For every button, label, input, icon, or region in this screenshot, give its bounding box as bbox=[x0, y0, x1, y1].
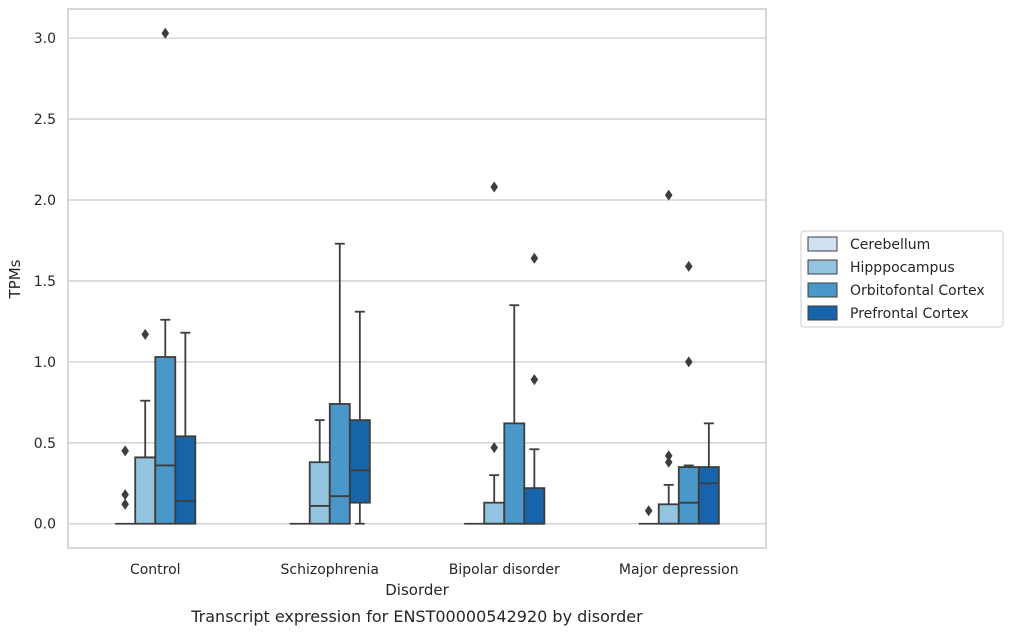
box bbox=[697, 422, 720, 525]
box-iqr bbox=[328, 403, 351, 525]
outlier-point bbox=[664, 189, 673, 201]
y-tick-label: 2.5 bbox=[34, 112, 56, 128]
outlier-point bbox=[644, 505, 653, 517]
y-axis-ticks: 0.0 0.5 1.0 1.5 2.0 2.5 3.0 bbox=[34, 31, 56, 533]
box-iqr bbox=[523, 487, 546, 525]
plot-frame bbox=[67, 8, 767, 549]
legend-label: Prefrontal Cortex bbox=[850, 306, 969, 322]
box-iqr bbox=[308, 461, 331, 525]
x-tick-label: Schizophrenia bbox=[281, 562, 379, 578]
y-tick-label: 2.0 bbox=[34, 193, 56, 209]
outlier-point bbox=[530, 374, 539, 386]
outlier-point bbox=[121, 498, 129, 510]
box-iqr bbox=[154, 356, 177, 525]
outlier-point bbox=[530, 252, 539, 264]
outlier-point bbox=[490, 442, 499, 454]
box-iqr bbox=[697, 466, 720, 525]
legend-swatch bbox=[807, 305, 838, 321]
x-tick-label: Bipolar disorder bbox=[449, 562, 560, 578]
box bbox=[174, 331, 197, 525]
box-layer bbox=[115, 27, 720, 525]
box bbox=[134, 328, 157, 525]
chart-caption: Transcript expression for ENST0000054292… bbox=[190, 607, 643, 626]
box-iqr bbox=[174, 435, 197, 525]
legend-swatch bbox=[807, 282, 838, 298]
box bbox=[115, 445, 136, 525]
y-axis-title: TPMs bbox=[6, 259, 24, 299]
box bbox=[657, 189, 680, 525]
box-iqr bbox=[348, 419, 371, 504]
box bbox=[677, 260, 700, 525]
box bbox=[523, 252, 546, 525]
box bbox=[348, 310, 371, 525]
outlier-point bbox=[121, 489, 129, 501]
outlier-point bbox=[121, 445, 129, 457]
box bbox=[328, 242, 351, 525]
legend: Cerebellum Hipppocampus Orbitofontal Corte… bbox=[800, 230, 1004, 328]
box bbox=[483, 181, 506, 525]
x-tick-label: Control bbox=[130, 562, 181, 578]
box bbox=[638, 505, 659, 525]
outlier-point bbox=[161, 27, 170, 39]
outlier-point bbox=[664, 450, 673, 462]
legend-frame bbox=[800, 230, 1004, 328]
outlier-point bbox=[490, 181, 499, 193]
box bbox=[308, 419, 331, 525]
x-axis-title: Disorder bbox=[385, 581, 449, 599]
legend-swatch bbox=[807, 236, 838, 252]
outlier-point bbox=[664, 456, 673, 468]
legend-swatch bbox=[807, 259, 838, 275]
legend-label: Cerebellum bbox=[850, 237, 930, 253]
legend-label: Orbitofontal Cortex bbox=[850, 283, 985, 299]
x-tick-label: Major depression bbox=[619, 562, 739, 578]
outlier-point bbox=[684, 356, 693, 368]
box bbox=[154, 27, 177, 525]
box-iqr bbox=[134, 456, 157, 525]
x-axis-ticks: Control Schizophrenia Bipolar disorder Majo… bbox=[130, 562, 739, 578]
box-iqr bbox=[503, 422, 526, 525]
y-tick-label: 0.5 bbox=[34, 436, 56, 452]
outlier-point bbox=[141, 328, 150, 340]
box bbox=[503, 304, 526, 525]
box-iqr bbox=[657, 503, 680, 525]
y-tick-label: 0.0 bbox=[34, 517, 56, 533]
y-tick-label: 1.0 bbox=[34, 355, 56, 371]
legend-label: Hipppocampus bbox=[850, 260, 955, 276]
box-iqr bbox=[483, 501, 506, 525]
outlier-point bbox=[684, 260, 693, 272]
y-tick-label: 1.5 bbox=[34, 274, 56, 290]
y-tick-label: 3.0 bbox=[34, 31, 56, 47]
box-iqr bbox=[677, 466, 700, 525]
